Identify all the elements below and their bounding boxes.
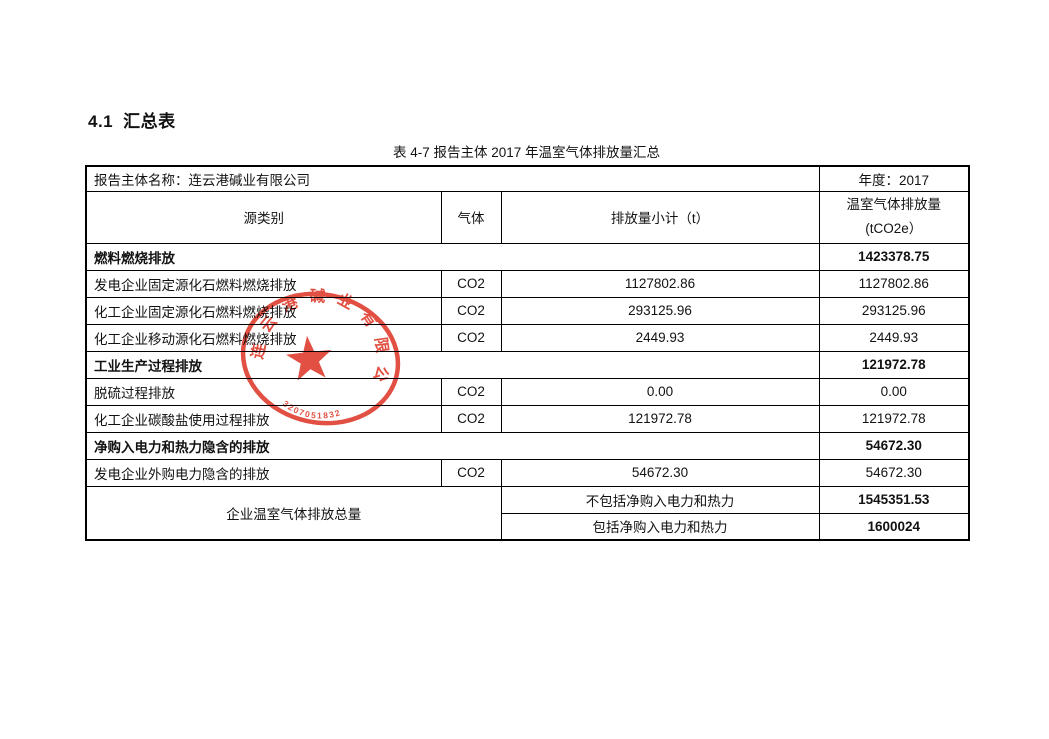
gas-cell: CO2 [440, 323, 502, 352]
category-total: 1423378.75 [818, 242, 970, 271]
gas-cell: CO2 [440, 269, 502, 298]
year-cell: 年度：2017 [818, 165, 970, 192]
table-row: 报告主体名称：连云港碱业有限公司 年度：2017 [85, 165, 970, 192]
section-title: 汇总表 [123, 112, 176, 131]
table-header-row: 源类别 气体 排放量小计（t） 温室气体排放量 (tCO2e） [85, 190, 970, 244]
col-header-emission-line2: (tCO2e） [865, 221, 923, 236]
total-cell: 2449.93 [818, 323, 970, 352]
grand-total-label: 企业温室气体排放总量 [85, 485, 502, 541]
grand-total-value: 1545351.53 [818, 485, 970, 514]
source-cell: 发电企业外购电力隐含的排放 [85, 458, 442, 487]
gas-cell: CO2 [440, 296, 502, 325]
subtotal-cell: 0.00 [500, 377, 820, 406]
category-total: 121972.78 [818, 350, 970, 379]
table-row-grand-total: 包括净购入电力和热力 1600024 [86, 512, 970, 541]
subtotal-cell: 54672.30 [500, 458, 820, 487]
subtotal-cell: 2449.93 [500, 323, 820, 352]
source-cell: 发电企业固定源化石燃料燃烧排放 [85, 269, 442, 298]
grand-total-value: 1600024 [818, 512, 970, 541]
col-header-emission-line1: 温室气体排放量 [846, 197, 942, 213]
col-header-emission: 温室气体排放量 (tCO2e） [818, 190, 970, 244]
table-row: 发电企业固定源化石燃料燃烧排放 CO2 1127802.86 1127802.8… [85, 269, 970, 298]
source-cell: 脱硫过程排放 [85, 377, 442, 406]
category-label: 燃料燃烧排放 [85, 242, 820, 271]
col-header-source: 源类别 [85, 190, 442, 244]
gas-cell: CO2 [440, 377, 502, 406]
table-row: 发电企业外购电力隐含的排放 CO2 54672.30 54672.30 [85, 458, 970, 487]
table-row: 化工企业碳酸盐使用过程排放 CO2 121972.78 121972.78 [85, 404, 970, 433]
total-scope-cell: 不包括净购入电力和热力 [500, 485, 820, 514]
report-entity-cell: 报告主体名称：连云港碱业有限公司 [85, 165, 820, 192]
section-heading: 4.1 汇总表 [88, 107, 176, 132]
section-number: 4.1 [88, 112, 114, 131]
gas-cell: CO2 [440, 458, 502, 487]
total-cell: 0.00 [818, 377, 970, 406]
source-cell: 化工企业固定源化石燃料燃烧排放 [85, 296, 442, 325]
source-cell: 化工企业移动源化石燃料燃烧排放 [85, 323, 442, 352]
source-cell: 化工企业碳酸盐使用过程排放 [85, 404, 442, 433]
table-row-category: 工业生产过程排放 121972.78 [85, 350, 970, 379]
subtotal-cell: 293125.96 [500, 296, 820, 325]
category-label: 工业生产过程排放 [85, 350, 820, 379]
table-row: 化工企业移动源化石燃料燃烧排放 CO2 2449.93 2449.93 [85, 323, 970, 352]
gas-cell: CO2 [440, 404, 502, 433]
table-row: 化工企业固定源化石燃料燃烧排放 CO2 293125.96 293125.96 [85, 296, 970, 325]
total-scope-cell: 包括净购入电力和热力 [500, 512, 820, 541]
table-row: 脱硫过程排放 CO2 0.00 0.00 [85, 377, 970, 406]
total-cell: 121972.78 [818, 404, 970, 433]
table-caption: 表 4-7 报告主体 2017 年温室气体排放量汇总 [392, 145, 661, 160]
category-label: 净购入电力和热力隐含的排放 [85, 431, 820, 460]
col-header-subtotal: 排放量小计（t） [500, 190, 820, 244]
category-total: 54672.30 [818, 431, 970, 460]
emissions-summary-table: 报告主体名称：连云港碱业有限公司 年度：2017 源类别 气体 排放量小计（t）… [85, 165, 971, 541]
total-cell: 54672.30 [818, 458, 970, 487]
subtotal-cell: 1127802.86 [500, 269, 820, 298]
table-row-category: 燃料燃烧排放 1423378.75 [85, 242, 970, 271]
table-row-grand-total: 企业温室气体排放总量 不包括净购入电力和热力 1545351.53 [85, 485, 970, 541]
total-cell: 293125.96 [818, 296, 970, 325]
col-header-gas: 气体 [440, 190, 502, 244]
table-row-category: 净购入电力和热力隐含的排放 54672.30 [85, 431, 970, 460]
subtotal-cell: 121972.78 [500, 404, 820, 433]
total-cell: 1127802.86 [818, 269, 970, 298]
